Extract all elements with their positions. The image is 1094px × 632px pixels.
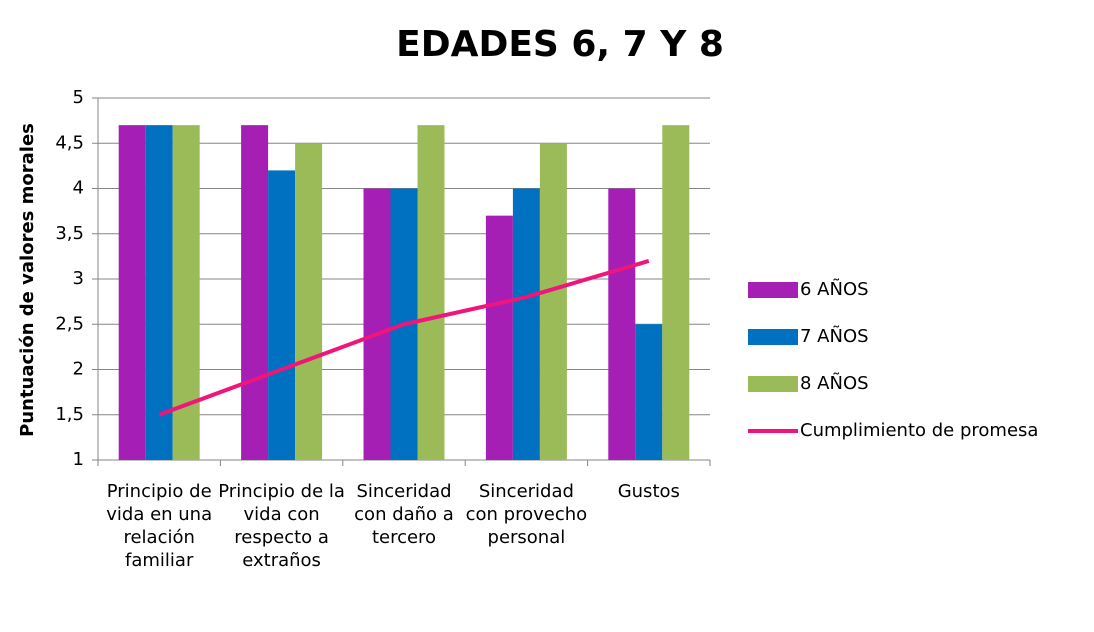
bar [118,125,146,461]
bar [417,125,445,461]
bar [295,143,323,460]
x-tick-label: Gustos [617,481,680,502]
bar [485,215,513,460]
legend-label: 6 AÑOS [800,278,869,300]
bar [635,324,663,460]
bar [608,188,636,460]
x-tick-label-box: Sinceridad con daño a tercero [354,481,454,548]
legend-swatch [748,329,798,345]
bar [268,170,296,460]
bar [363,188,391,460]
y-tick-label: 1,5 [55,404,84,425]
y-tick-label: 2,5 [55,313,84,334]
bar [145,125,173,461]
x-tick-label-box: Principio de la vida con respecto a extr… [218,481,345,571]
y-tick-label: 2 [73,359,84,380]
y-tick-label: 3,5 [55,223,84,244]
line-series [158,258,650,417]
x-tick-label-box: Gustos [617,481,680,502]
x-tick-label: Principio de vida en una relación famili… [106,481,213,571]
y-tick-label: 5 [73,87,84,108]
legend-swatch [748,376,798,392]
x-tick-label-box: Principio de vida en una relación famili… [106,481,213,571]
y-tick-label: 1 [73,449,84,470]
legend-label: Cumplimiento de promesa [800,420,1038,441]
bar [662,125,690,461]
legend-label: 8 AÑOS [800,372,869,394]
bar [241,125,269,461]
legend-swatch [748,282,798,298]
x-tick-label-box: Sinceridad con provecho personal [465,481,588,548]
y-axis-label: Puntuación de valores morales [17,123,38,437]
y-tick-label: 3 [73,268,84,289]
y-tick-label: 4,5 [55,132,84,153]
bar [512,188,540,460]
bar [539,143,567,460]
x-tick-label: Sinceridad con daño a tercero [354,481,454,548]
y-tick-label: 4 [73,178,84,199]
x-tick-label: Sinceridad con provecho personal [465,481,588,548]
legend-label: 7 AÑOS [800,325,869,347]
chart-title: EDADES 6, 7 Y 8 [396,24,724,65]
x-tick-label: Principio de la vida con respecto a extr… [218,481,345,571]
